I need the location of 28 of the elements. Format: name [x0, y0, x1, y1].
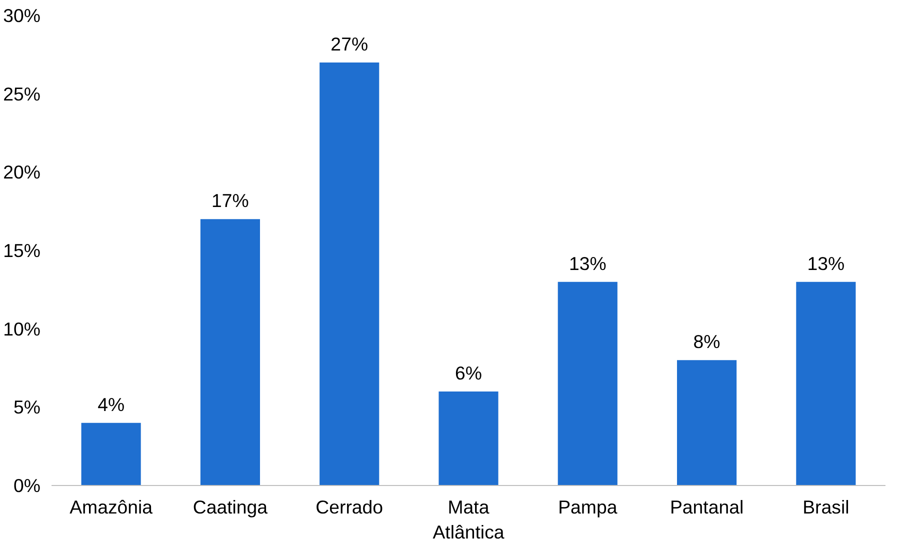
- bar: [558, 282, 618, 486]
- y-tick-label: 30%: [3, 5, 41, 26]
- y-tick-label: 0%: [14, 475, 41, 496]
- y-tick-label: 25%: [3, 83, 41, 104]
- x-tick-label: Amazônia: [70, 496, 154, 518]
- y-tick-label: 5%: [14, 396, 41, 418]
- x-tick-label: Caatinga: [192, 496, 268, 518]
- x-tick-label: Brasil: [802, 496, 850, 518]
- x-tick-label: Cerrado: [316, 496, 384, 518]
- y-tick-label: 20%: [3, 162, 41, 183]
- bar: [438, 392, 498, 486]
- data-label: 27%: [330, 34, 368, 54]
- x-tick-label: Pampa: [558, 496, 618, 518]
- data-label: 17%: [212, 190, 249, 212]
- bar: [796, 282, 856, 486]
- y-tick-label: 10%: [3, 318, 41, 340]
- x-tick-label: Mata Atlântica: [432, 496, 505, 543]
- data-label: 13%: [568, 252, 606, 274]
- data-label: 4%: [98, 394, 125, 415]
- y-tick-label: 15%: [3, 240, 41, 261]
- data-label: 13%: [807, 252, 845, 274]
- data-label: 6%: [455, 362, 482, 384]
- bar: [320, 62, 380, 486]
- bar: [677, 360, 737, 486]
- x-tick-label: Pantanal: [670, 496, 744, 518]
- data-label: 8%: [693, 331, 720, 352]
- bar: [81, 422, 141, 486]
- bar: [200, 219, 260, 486]
